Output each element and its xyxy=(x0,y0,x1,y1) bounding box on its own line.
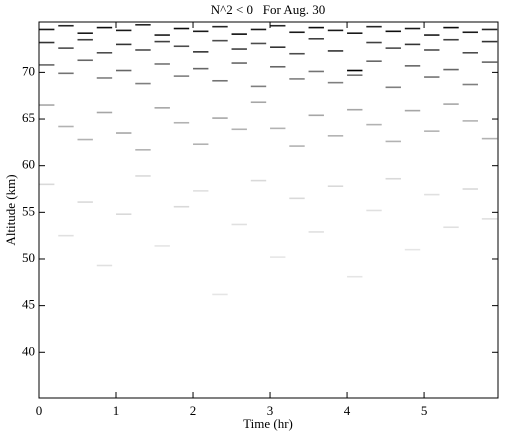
x-tick-label: 5 xyxy=(421,403,428,418)
y-tick-label: 40 xyxy=(22,343,35,358)
y-axis-label: Altitude (km) xyxy=(3,174,18,245)
y-tick-label: 45 xyxy=(22,297,35,312)
y-tick-label: 60 xyxy=(22,157,35,172)
x-tick-label: 1 xyxy=(113,403,120,418)
x-tick-label: 0 xyxy=(36,403,43,418)
y-tick-label: 55 xyxy=(22,203,35,218)
chart-title: N^2 < 0 For Aug. 30 xyxy=(211,2,326,17)
x-axis-label: Time (hr) xyxy=(243,416,293,431)
x-tick-label: 4 xyxy=(344,403,351,418)
x-tick-label: 3 xyxy=(267,403,274,418)
y-tick-label: 70 xyxy=(22,63,35,78)
x-tick-label: 2 xyxy=(190,403,197,418)
plot-frame xyxy=(38,21,499,399)
y-tick-label: 65 xyxy=(22,110,35,125)
y-tick-label: 50 xyxy=(22,250,35,265)
